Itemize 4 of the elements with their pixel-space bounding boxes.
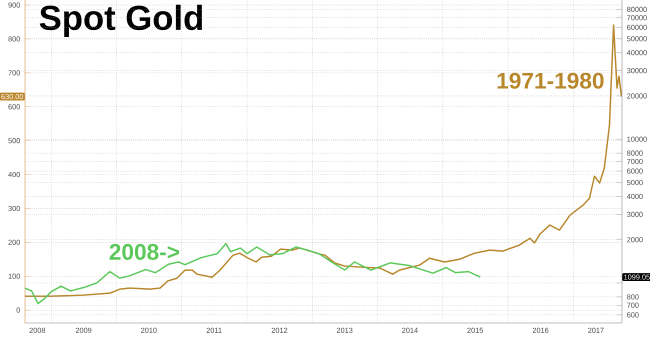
chart-title: Spot Gold — [40, 4, 202, 38]
line-series — [24, 242, 481, 304]
series-label: 2008-> — [110, 244, 180, 260]
series-label: 1971-1980 — [498, 72, 604, 89]
